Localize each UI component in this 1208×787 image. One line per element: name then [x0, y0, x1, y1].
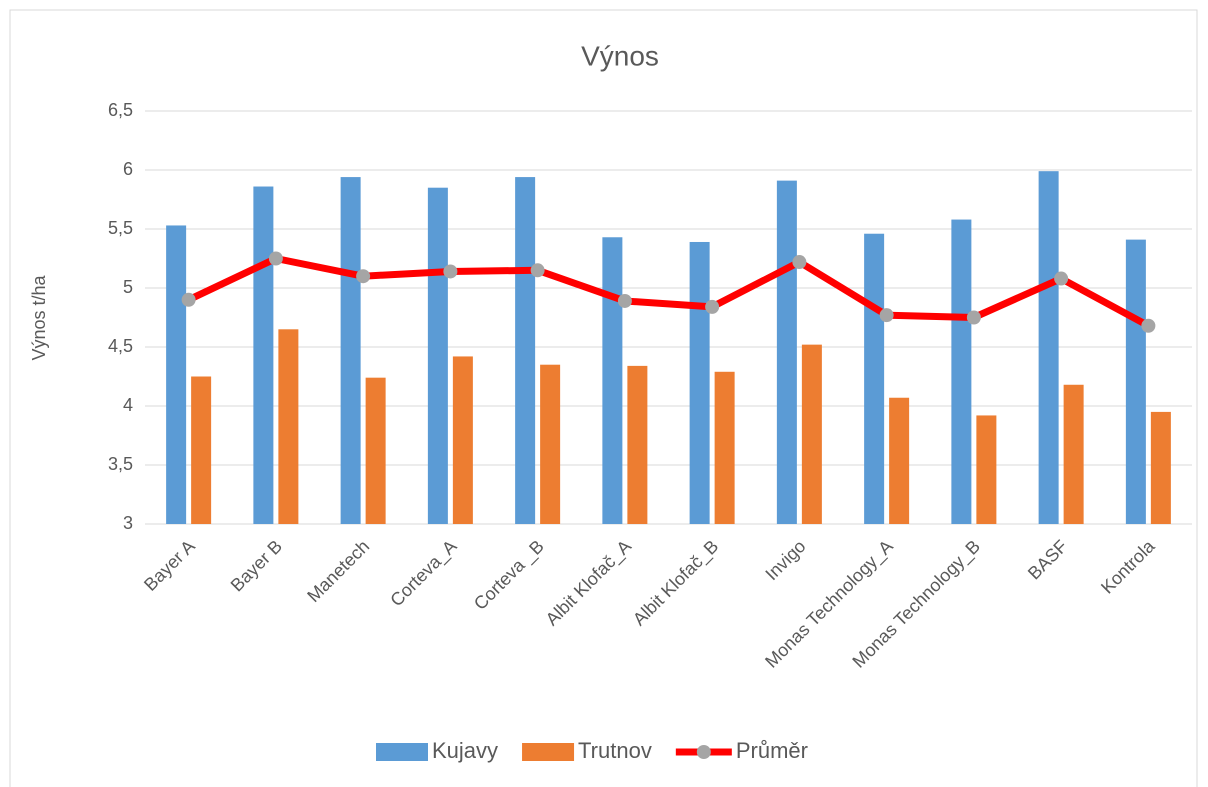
line-marker: [705, 299, 720, 314]
bar: [864, 233, 885, 524]
bar: [540, 364, 561, 524]
bar: [976, 415, 997, 524]
y-tick-label: 3,5: [108, 454, 133, 474]
x-tick-label: Corteva _B: [470, 536, 549, 615]
legend-label: Kujavy: [432, 738, 498, 763]
y-tick-label: 4: [123, 395, 133, 415]
bar: [340, 177, 361, 524]
y-tick-label: 4,5: [108, 336, 133, 356]
y-tick-label: 3: [123, 513, 133, 533]
legend-swatch: [376, 743, 428, 761]
y-axis-label: Výnos t/ha: [29, 274, 49, 360]
y-tick-label: 6,5: [108, 100, 133, 120]
bar: [1038, 171, 1059, 524]
bar: [365, 377, 386, 524]
bar: [515, 177, 536, 524]
bar: [889, 397, 910, 524]
bar: [1063, 384, 1084, 524]
line: [187, 255, 1151, 329]
bar: [714, 371, 735, 524]
line-marker: [356, 269, 371, 284]
x-tick-label: BASF: [1024, 536, 1071, 583]
line-marker: [966, 310, 981, 325]
x-tick-label: Corteva_A: [386, 536, 461, 611]
line-marker: [1141, 318, 1156, 333]
bar: [278, 329, 299, 524]
bar: [166, 225, 187, 524]
bar: [801, 344, 822, 524]
x-tick-label: Albit Klofač_B: [629, 536, 723, 630]
y-tick-label: 6: [123, 159, 133, 179]
legend-swatch: [522, 743, 575, 761]
bar: [1150, 411, 1171, 524]
line-marker: [443, 264, 458, 279]
line-marker: [617, 293, 632, 308]
x-tick-label: Kontrola: [1097, 535, 1159, 597]
line-marker: [1054, 271, 1069, 286]
bar: [689, 241, 710, 525]
line-marker: [181, 292, 196, 307]
legend-label: Trutnov: [578, 738, 652, 763]
line-marker: [792, 255, 807, 270]
legend-swatch: [696, 745, 711, 759]
bar: [427, 187, 448, 524]
bar: [452, 356, 473, 524]
line-marker: [268, 251, 283, 266]
chart-title: Výnos: [581, 40, 659, 71]
x-tick-label: Invigo: [761, 536, 809, 584]
chart-frame: [9, 9, 1198, 787]
bar: [602, 237, 623, 524]
legend-label: Průměr: [736, 738, 808, 763]
x-tick-label: Albit Klofač_A: [542, 536, 636, 630]
bar: [253, 186, 274, 524]
bar: [627, 365, 648, 524]
x-tick-label: Bayer B: [227, 536, 286, 595]
bar: [1125, 239, 1146, 524]
bar: [776, 180, 797, 524]
y-tick-label: 5: [123, 277, 133, 297]
x-tick-label: Manetech: [303, 536, 373, 606]
y-tick-label: 5,5: [108, 218, 133, 238]
bar: [191, 376, 212, 524]
bar: [951, 219, 972, 524]
line-marker: [879, 308, 894, 323]
line-marker: [530, 263, 545, 278]
x-tick-label: Bayer A: [140, 536, 199, 595]
